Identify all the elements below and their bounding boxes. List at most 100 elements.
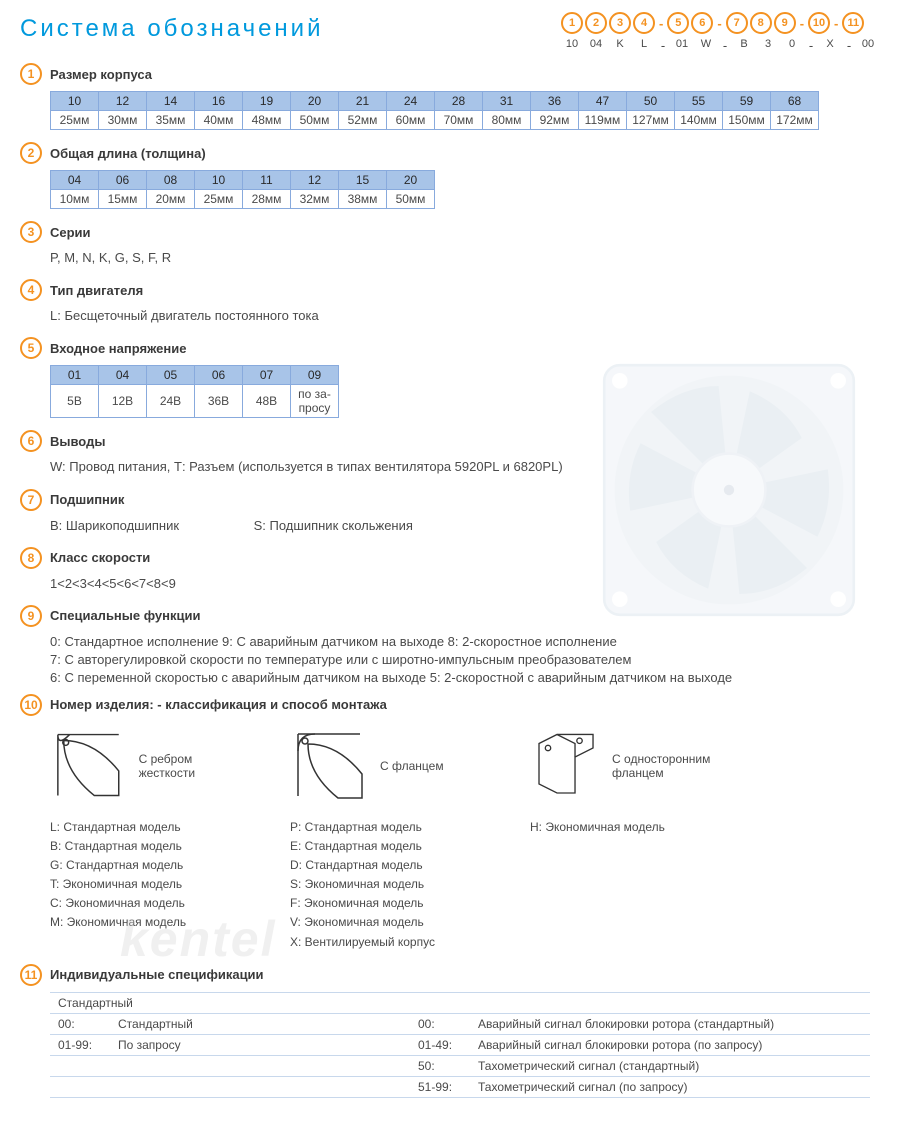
designation-position-badge: 2 [585, 12, 607, 34]
designation-position-badge: 8 [750, 12, 772, 34]
table-cell: 48мм [243, 111, 291, 130]
list-item: E: Стандартная модель [290, 837, 490, 856]
list-item: C: Экономичная модель [50, 894, 250, 913]
list-item: T: Экономичная модель [50, 875, 250, 894]
table-cell: 127мм [627, 111, 675, 130]
section-number-badge: 2 [20, 142, 42, 164]
mount-column-rib: С ребром жесткости L: Стандартная модель… [50, 726, 250, 952]
table-cell: 80мм [483, 111, 531, 130]
table-cell: 59 [723, 92, 771, 111]
list-item: H: Экономичная модель [530, 818, 750, 837]
table-cell: 24 [387, 92, 435, 111]
mount-list: P: Стандартная модельE: Стандартная моде… [290, 818, 490, 952]
section-series: 3 Серии P, M, N, K, G, S, F, R [20, 221, 879, 267]
section-number-badge: 3 [20, 221, 42, 243]
designation-position-badge: 7 [726, 12, 748, 34]
designation-value: L [633, 38, 655, 53]
table-cell: 19 [243, 92, 291, 111]
voltage-table: 0104050607095В12В24В36В48Впо за- просу [50, 365, 339, 418]
table-cell: 20мм [147, 190, 195, 209]
table-cell: По запросу [110, 1034, 410, 1055]
table-cell: 01-49: [410, 1034, 470, 1055]
dash-separator: - [843, 38, 855, 53]
table-cell: 00: [50, 1013, 110, 1034]
section-title: Общая длина (толщина) [50, 146, 206, 161]
rib-mount-icon [50, 726, 129, 806]
dash-separator: - [832, 16, 840, 31]
table-cell: 10 [51, 92, 99, 111]
single-flange-mount-icon [530, 726, 602, 806]
table-cell: 09 [291, 366, 339, 385]
list-item: F: Экономичная модель [290, 894, 490, 913]
section-number-badge: 1 [20, 63, 42, 85]
designation-value: 00 [857, 38, 879, 53]
table-cell: 21 [339, 92, 387, 111]
section-motor-type: 4 Тип двигателя L: Бесщеточный двигатель… [20, 279, 879, 325]
table-cell: 60мм [387, 111, 435, 130]
table-cell: 70мм [435, 111, 483, 130]
table-cell: Тахометрический сигнал (по запросу) [470, 1076, 870, 1097]
table-cell: 51-99: [410, 1076, 470, 1097]
dash-separator: - [657, 16, 665, 31]
section-number-badge: 8 [20, 547, 42, 569]
designation-legend: 1234-56-789-10-11 1004KL-01W-B30-X-00 [561, 12, 879, 53]
table-cell: 01 [51, 366, 99, 385]
table-cell: 31 [483, 92, 531, 111]
table-cell: 150мм [723, 111, 771, 130]
table-header: Стандартный [50, 992, 870, 1013]
list-item: P: Стандартная модель [290, 818, 490, 837]
mount-caption: С фланцем [380, 759, 444, 773]
page-title: Система обозначений [20, 15, 324, 43]
mount-column-flange: С фланцем P: Стандартная модельE: Станда… [290, 726, 490, 952]
table-cell: 10 [195, 171, 243, 190]
table-cell: Аварийный сигнал блокировки ротора (стан… [470, 1013, 870, 1034]
table-cell: 07 [243, 366, 291, 385]
list-item: X: Вентилируемый корпус [290, 933, 490, 952]
length-table: 040608101112152010мм15мм20мм25мм28мм32мм… [50, 170, 435, 209]
list-item: M: Экономичная модель [50, 913, 250, 932]
section-item-number: 10 Номер изделия: - классификация и спос… [20, 694, 879, 952]
list-item: B: Стандартная модель [50, 837, 250, 856]
table-cell: 16 [195, 92, 243, 111]
table-cell: 48В [243, 385, 291, 418]
table-cell: 28 [435, 92, 483, 111]
table-cell: 06 [99, 171, 147, 190]
table-cell [50, 1076, 110, 1097]
section-title: Входное напряжение [50, 341, 186, 356]
dash-separator: - [805, 38, 817, 53]
table-cell: 11 [243, 171, 291, 190]
table-cell: 68 [771, 92, 819, 111]
list-item: S: Экономичная модель [290, 875, 490, 894]
table-cell: 14 [147, 92, 195, 111]
function-line: 0: Стандартное исполнение 9: С аварийным… [50, 633, 879, 651]
table-cell: Аварийный сигнал блокировки ротора (по з… [470, 1034, 870, 1055]
designation-value: X [819, 38, 841, 53]
table-cell: 50: [410, 1055, 470, 1076]
table-cell: 5В [51, 385, 99, 418]
section-number-badge: 7 [20, 489, 42, 511]
designation-position-badge: 3 [609, 12, 631, 34]
table-cell: по за- просу [291, 385, 339, 418]
table-cell: 38мм [339, 190, 387, 209]
designation-value: 3 [757, 38, 779, 53]
section-individual-specs: 11 Индивидуальные спецификации Стандартн… [20, 964, 879, 1098]
designation-position-badge: 1 [561, 12, 583, 34]
table-cell: Стандартный [110, 1013, 410, 1034]
designation-value: 04 [585, 38, 607, 53]
section-title: Размер корпуса [50, 67, 152, 82]
table-cell: 28мм [243, 190, 291, 209]
designation-value: W [695, 38, 717, 53]
table-cell: 20 [291, 92, 339, 111]
designation-value: 0 [781, 38, 803, 53]
mount-list: H: Экономичная модель [530, 818, 750, 837]
table-cell: 50мм [387, 190, 435, 209]
table-cell: 00: [410, 1013, 470, 1034]
table-cell [110, 1076, 410, 1097]
frame-size-table: 1012141619202124283136475055596825мм30мм… [50, 91, 819, 130]
table-cell: 47 [579, 92, 627, 111]
section-title: Серии [50, 225, 91, 240]
designation-value: K [609, 38, 631, 53]
dash-separator: - [719, 38, 731, 53]
dash-separator: - [798, 16, 806, 31]
list-item: G: Стандартная модель [50, 856, 250, 875]
